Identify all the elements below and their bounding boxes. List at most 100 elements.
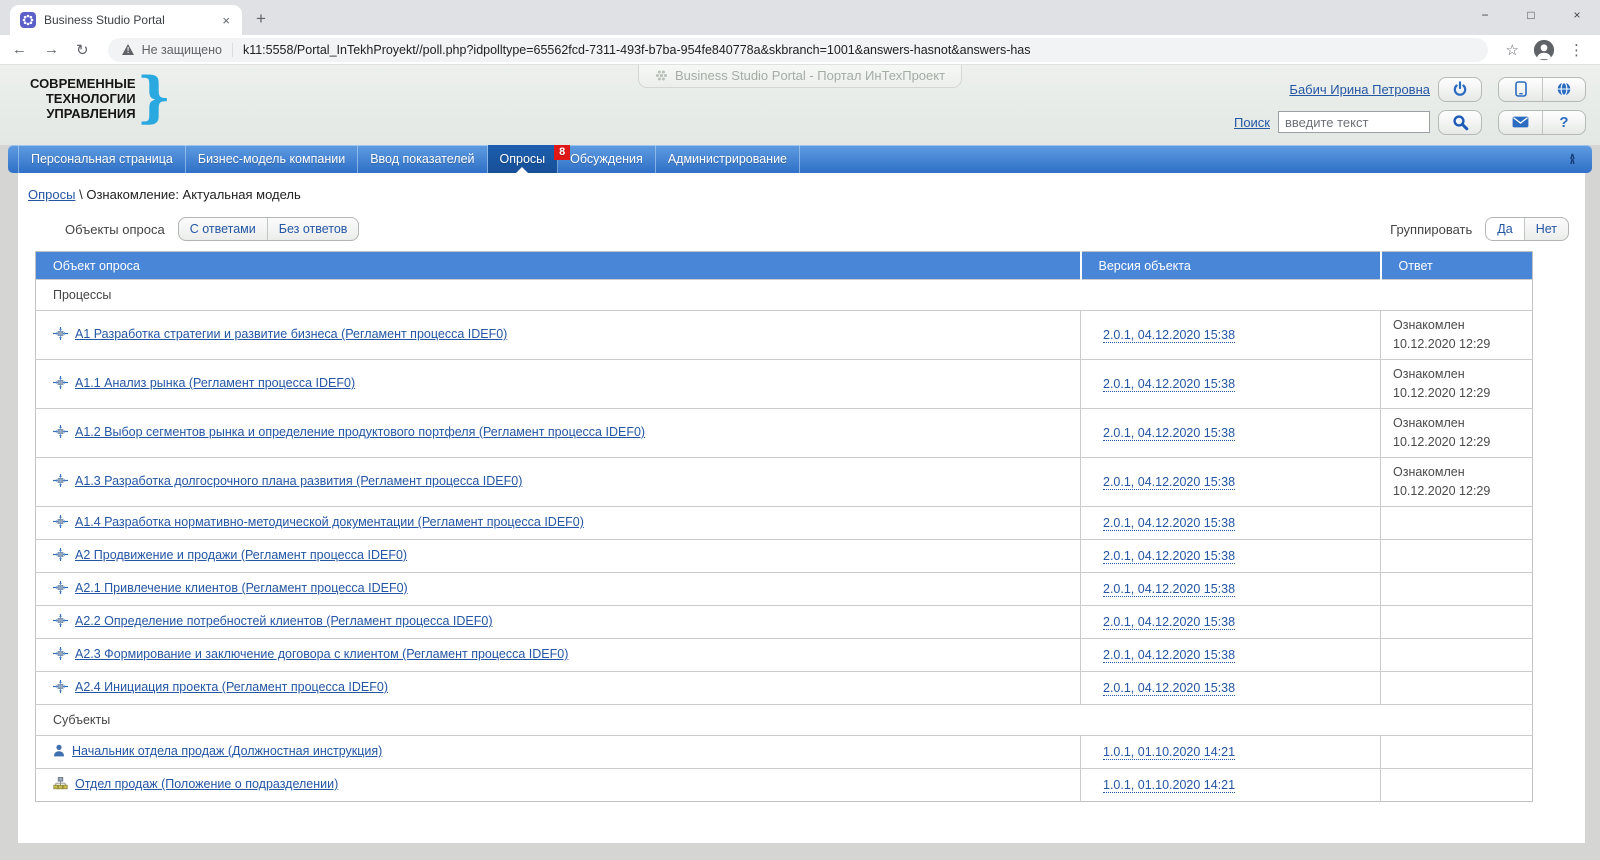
browser-menu-icon[interactable]: ⋮ [1569,41,1584,59]
object-link[interactable]: A1.4 Разработка нормативно-методической … [75,515,584,529]
version-link[interactable]: 2.0.1, 04.12.2020 15:38 [1103,549,1236,564]
group-label: Группировать [1390,221,1473,237]
version-link[interactable]: 2.0.1, 04.12.2020 15:38 [1103,328,1236,343]
browser-profile-avatar[interactable] [1533,39,1555,61]
forward-icon[interactable]: → [44,41,59,58]
mobile-version-button[interactable] [1499,78,1542,101]
poll-objects-table: Объект опроса Версия объекта Ответ Проце… [35,251,1533,802]
version-link[interactable]: 2.0.1, 04.12.2020 15:38 [1103,582,1236,597]
logo-line: УПРАВЛЕНИЯ [46,105,136,121]
search-button[interactable] [1438,109,1482,135]
process-icon [53,548,68,564]
group-yes-button[interactable]: Да [1486,218,1524,240]
breadcrumb-separator: \ [79,187,83,202]
object-link[interactable]: Начальник отдела продаж (Должностная инс… [72,744,383,758]
new-tab-button[interactable]: + [256,9,266,28]
logo-line: ТЕХНОЛОГИИ [45,90,136,106]
object-link[interactable]: A2.2 Определение потребностей клиентов (… [75,614,493,628]
group-no-button[interactable]: Нет [1523,218,1568,240]
object-link[interactable]: A1.3 Разработка долгосрочного плана разв… [75,474,523,488]
version-link[interactable]: 2.0.1, 04.12.2020 15:38 [1103,648,1236,663]
object-link[interactable]: A2 Продвижение и продажи (Регламент проц… [75,548,408,562]
question-icon: ? [1559,113,1569,131]
table-row: A2.3 Формирование и заключение договора … [35,638,1533,672]
tab-close-icon[interactable]: × [222,12,230,28]
nav-personal-page[interactable]: Персональная страница [18,145,186,173]
close-button[interactable]: × [1573,8,1581,22]
portal-header: Business Studio Portal - Портал ИнТехПро… [0,65,1600,145]
content-panel: Опросы \ Ознакомление: Актуальная модель… [18,173,1585,843]
object-link[interactable]: A2.4 Инициация проекта (Регламент процес… [75,680,389,694]
url-text: k11:5558/Portal_InTekhProyekt//poll.php?… [242,42,1031,57]
portal-flower-icon [655,70,667,81]
process-icon [53,680,68,696]
table-row: A1.3 Разработка долгосрочного плана разв… [35,457,1533,507]
table-row: A2.4 Инициация проекта (Регламент процес… [35,671,1533,705]
process-icon [53,327,68,343]
search-icon [1452,114,1468,130]
bookmark-star-icon[interactable]: ☆ [1505,41,1519,59]
nav-polls[interactable]: Опросы 8 [487,145,571,174]
messages-button[interactable] [1499,111,1542,134]
answers-filter: С ответами Без ответов [177,217,360,241]
browser-tab-strip: Business Studio Portal × + − □ × [0,0,1600,35]
table-row: Отдел продаж (Положение о подразделении)… [35,768,1533,802]
answer-status: Ознакомлен [1393,416,1465,430]
breadcrumb-polls-link[interactable]: Опросы [28,187,76,202]
object-link[interactable]: A1.1 Анализ рынка (Регламент процесса ID… [75,376,356,390]
not-secure-warning-icon[interactable]: ! [121,43,135,56]
minimize-button[interactable]: − [1481,8,1489,22]
search-link[interactable]: Поиск [1233,114,1270,130]
table-header-row: Объект опроса Версия объекта Ответ [35,251,1533,280]
answer-status: Ознакомлен [1393,465,1465,479]
security-label: Не защищено [141,42,222,57]
table-row: Начальник отдела продаж (Должностная инс… [35,735,1533,769]
maximize-button[interactable]: □ [1527,8,1535,22]
reload-icon[interactable]: ↻ [76,41,89,59]
language-button[interactable] [1542,77,1585,101]
version-link[interactable]: 1.0.1, 01.10.2020 14:21 [1103,745,1236,760]
nav-administration[interactable]: Администрирование [656,145,801,173]
nav-business-model[interactable]: Бизнес-модель компании [186,145,359,173]
logo-brace: } [136,65,172,129]
person-icon [53,744,65,760]
answer-date: 10.12.2020 12:29 [1393,484,1491,498]
breadcrumb: Опросы \ Ознакомление: Актуальная модель [18,173,1585,212]
object-link[interactable]: A1.2 Выбор сегментов рынка и определение… [75,425,646,439]
process-icon [53,515,68,531]
browser-tab[interactable]: Business Studio Portal × [10,5,242,35]
process-icon [53,647,68,663]
filter-row: Объекты опроса С ответами Без ответов Гр… [18,212,1585,251]
object-link[interactable]: A1 Разработка стратегии и развитие бизне… [75,327,508,341]
nav-discussions[interactable]: Обсуждения [558,145,656,173]
version-link[interactable]: 1.0.1, 01.10.2020 14:21 [1103,778,1236,793]
nav-collapse-button[interactable]: ∧ ∧ [1568,151,1576,166]
version-link[interactable]: 2.0.1, 04.12.2020 15:38 [1103,681,1236,696]
table-row: A1.1 Анализ рынка (Регламент процесса ID… [35,359,1533,409]
window-controls: − □ × [1462,0,1600,30]
nav-indicators[interactable]: Ввод показателей [358,145,488,173]
answer-status: Ознакомлен [1393,318,1465,332]
user-profile-link[interactable]: Бабич Ирина Петровна [1289,81,1430,97]
with-answers-button[interactable]: С ответами [189,222,256,236]
search-input[interactable] [1278,111,1430,133]
back-icon[interactable]: ← [12,41,27,58]
version-link[interactable]: 2.0.1, 04.12.2020 15:38 [1103,615,1236,630]
version-link[interactable]: 2.0.1, 04.12.2020 15:38 [1103,475,1236,490]
org-unit-icon [53,777,68,793]
help-button[interactable]: ? [1542,110,1585,134]
version-link[interactable]: 2.0.1, 04.12.2020 15:38 [1103,516,1236,531]
globe-icon [1557,82,1571,96]
process-icon [53,425,68,441]
object-link[interactable]: Отдел продаж (Положение о подразделении) [75,777,339,791]
without-answers-button[interactable]: Без ответов [266,218,359,240]
version-link[interactable]: 2.0.1, 04.12.2020 15:38 [1103,377,1236,392]
table-row: A2 Продвижение и продажи (Регламент проц… [35,539,1533,573]
group-toggle: Да Нет [1485,217,1569,241]
column-answer: Ответ [1379,251,1533,280]
object-link[interactable]: A2.1 Привлечение клиентов (Регламент про… [75,581,408,595]
address-bar[interactable]: ! Не защищено k11:5558/Portal_InTekhProy… [107,37,1488,62]
logout-button[interactable] [1438,76,1482,102]
object-link[interactable]: A2.3 Формирование и заключение договора … [75,647,569,661]
version-link[interactable]: 2.0.1, 04.12.2020 15:38 [1103,426,1236,441]
